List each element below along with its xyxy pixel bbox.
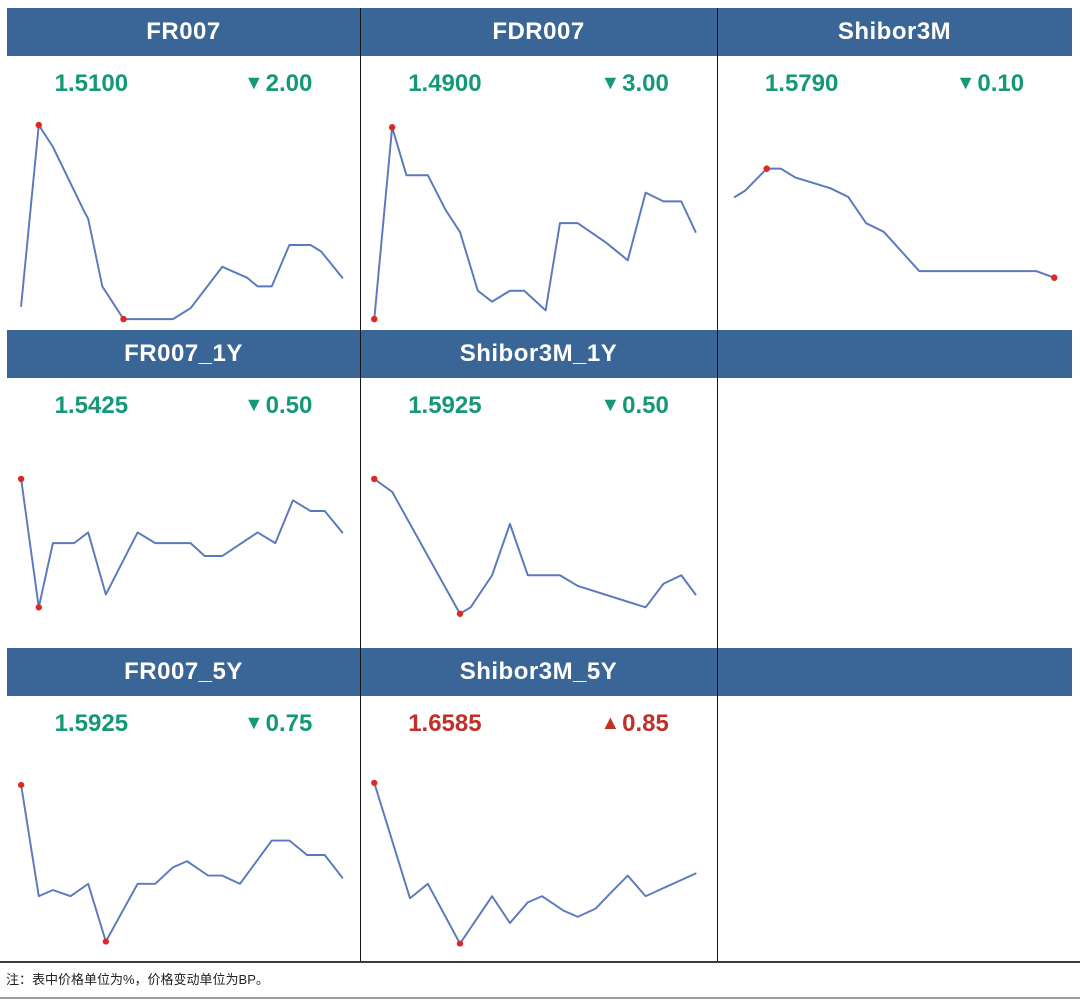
panel-values: 1.5790 ▼ 0.10	[717, 56, 1072, 112]
last-price: 1.5925	[408, 392, 482, 419]
panel-empty-top	[717, 330, 1072, 648]
change-value: 3.00	[622, 70, 669, 97]
sparkline-shibor3m-5y	[371, 779, 697, 947]
panel-header: Shibor3M_1Y	[360, 330, 717, 378]
panel-title: Shibor3M_5Y	[459, 658, 618, 685]
last-price: 1.4900	[408, 70, 482, 97]
panel-grid: FR007 1.5100 ▼ 2.00 FDR007 1.4900 ▼ 3.00 S…	[7, 8, 1072, 958]
panel-title: FR007_1Y	[124, 340, 243, 367]
sparkline-shibor3m-1y	[371, 475, 697, 617]
panel-shibor3m: Shibor3M 1.5790 ▼ 0.10	[717, 8, 1072, 330]
panel-values: 1.5100 ▼ 2.00	[7, 56, 360, 112]
panel-shibor3m-1y: Shibor3M_1Y 1.5925 ▼ 0.50	[360, 330, 717, 648]
last-price: 1.5100	[54, 70, 129, 97]
sparkline-shibor3m	[733, 165, 1058, 281]
panel-header-empty	[717, 648, 1072, 696]
change-value: 2.00	[265, 70, 313, 97]
panel-title: FDR007	[492, 18, 585, 45]
sparkline-fdr007	[371, 123, 697, 323]
panel-fdr007: FDR007 1.4900 ▼ 3.00	[360, 8, 717, 330]
panel-header-empty	[717, 330, 1072, 378]
down-triangle-icon: ▼	[955, 71, 976, 94]
last-price: 1.5425	[54, 392, 129, 419]
change-badge: ▼ 2.00	[244, 70, 312, 98]
panel-values: 1.5925 ▼ 0.75	[7, 696, 360, 752]
panel-values: 1.4900 ▼ 3.00	[360, 56, 717, 112]
last-price: 1.5925	[54, 710, 129, 737]
panel-title: FR007_5Y	[124, 658, 243, 685]
panel-header: Shibor3M	[717, 8, 1072, 56]
panel-values: 1.6585 ▲ 0.85	[360, 696, 717, 752]
footnote: 注：表中价格单位为%，价格变动单位为BP。	[6, 972, 269, 987]
change-badge: ▲ 0.85	[601, 710, 669, 738]
panel-header: FDR007	[360, 8, 717, 56]
change-value: 0.50	[622, 392, 669, 419]
up-triangle-icon: ▲	[600, 711, 621, 734]
panel-values: 1.5425 ▼ 0.50	[7, 378, 360, 434]
change-badge: ▼ 0.50	[244, 392, 312, 420]
change-badge: ▼ 0.50	[601, 392, 669, 420]
change-value: 0.50	[265, 392, 313, 419]
last-price: 1.6585	[408, 710, 482, 737]
column-divider	[360, 8, 361, 962]
panel-values: 1.5925 ▼ 0.50	[360, 378, 717, 434]
last-price: 1.5790	[764, 70, 839, 97]
change-badge: ▼ 0.10	[956, 70, 1024, 98]
down-triangle-icon: ▼	[600, 393, 621, 416]
panel-title: Shibor3M	[837, 18, 952, 45]
column-divider	[717, 8, 718, 962]
panel-header: FR007_5Y	[7, 648, 360, 696]
change-badge: ▼ 3.00	[601, 70, 669, 98]
sparkline-fr007	[20, 121, 344, 323]
panel-fr007: FR007 1.5100 ▼ 2.00	[7, 8, 360, 330]
panel-header: FR007_1Y	[7, 330, 360, 378]
down-triangle-icon: ▼	[244, 71, 264, 94]
sparkline-fr007-1y	[17, 475, 344, 611]
panel-header: FR007	[7, 8, 360, 56]
change-value: 0.10	[977, 70, 1025, 97]
down-triangle-icon: ▼	[244, 393, 264, 416]
panel-title: FR007	[146, 18, 221, 45]
panel-shibor3m-5y: Shibor3M_5Y 1.6585 ▲ 0.85	[360, 648, 717, 958]
change-badge: ▼ 0.75	[244, 710, 312, 738]
panel-title: Shibor3M_1Y	[459, 340, 618, 367]
change-value: 0.75	[265, 710, 313, 737]
footer-rule	[0, 997, 1080, 999]
sparkline-fr007-5y	[17, 781, 344, 945]
panel-fr007-1y: FR007_1Y 1.5425 ▼ 0.50	[7, 330, 360, 648]
down-triangle-icon: ▼	[244, 711, 264, 734]
table-bottom-rule	[0, 961, 1080, 963]
down-triangle-icon: ▼	[600, 71, 621, 94]
change-value: 0.85	[622, 710, 669, 737]
panel-fr007-5y: FR007_5Y 1.5925 ▼ 0.75	[7, 648, 360, 958]
panel-header: Shibor3M_5Y	[360, 648, 717, 696]
panel-empty-bottom	[717, 648, 1072, 958]
